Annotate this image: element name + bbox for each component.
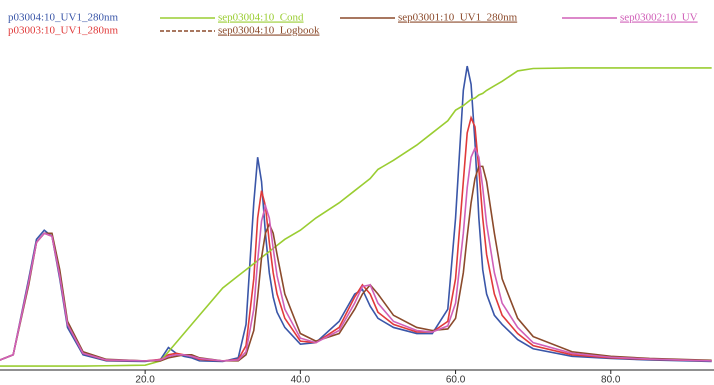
legend-label: p03004:10_UV1_280nm [8, 12, 118, 24]
legend-label: p03003:10_UV1_280nm [8, 25, 118, 37]
legend-label: sep03004:10_Logbook [218, 25, 320, 37]
legend-label: sep03001:10_UV1_280nm [398, 12, 518, 24]
x-tick-label: 80.0 [601, 375, 621, 385]
series-line [0, 115, 712, 362]
series-line [0, 65, 712, 363]
x-tick-label: 20.0 [135, 375, 155, 385]
series-line [0, 146, 712, 362]
x-tick-label: 40.0 [291, 375, 311, 385]
x-tick-label: 60.0 [446, 375, 466, 385]
series-line [0, 67, 712, 367]
legend-label: sep03002:10_UV [620, 12, 698, 24]
series-line [0, 165, 712, 362]
legend-label: sep03004:10_Cond [218, 12, 304, 24]
